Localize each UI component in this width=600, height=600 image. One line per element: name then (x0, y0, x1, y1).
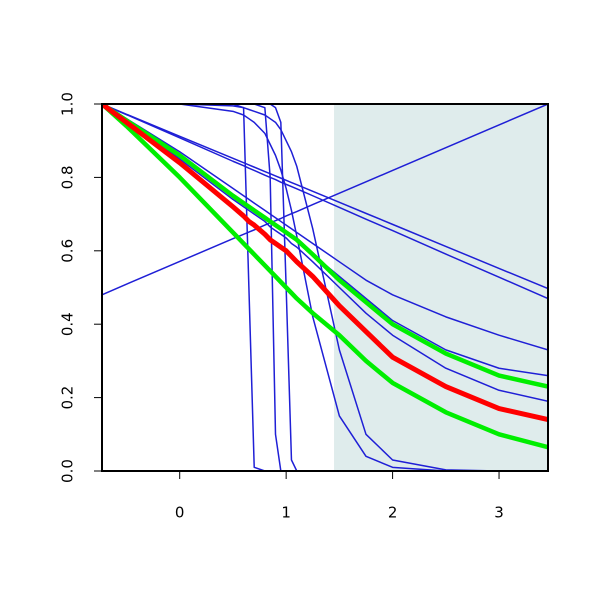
y-tick-label: 0.8 (59, 165, 77, 189)
x-tick-label: 3 (494, 504, 504, 522)
axes: 0 1 2 3 0.0 0.2 0.4 0.6 0.8 1.0 (59, 92, 549, 522)
data-line (102, 104, 548, 403)
x-tick-label: 0 (175, 504, 185, 522)
y-tick-label: 0.6 (59, 239, 77, 263)
shaded-region (334, 104, 548, 471)
y-tick-label: 0.0 (59, 459, 77, 483)
data-line (102, 104, 548, 389)
data-line (102, 104, 548, 471)
y-tick-label: 0.2 (59, 386, 77, 410)
plot-frame (101, 103, 549, 472)
data-line (102, 104, 548, 423)
x-tick-label: 1 (281, 504, 291, 522)
data-line (102, 104, 548, 471)
x-tick-label: 2 (388, 504, 398, 522)
y-tick-label: 0.4 (59, 312, 77, 336)
data-line (102, 104, 548, 290)
data-line (102, 104, 548, 450)
data-line (102, 104, 548, 471)
data-line (102, 104, 548, 351)
y-tick-label: 1.0 (59, 92, 77, 116)
plot-area (102, 104, 548, 471)
data-line (102, 104, 548, 300)
data-line (102, 104, 548, 471)
